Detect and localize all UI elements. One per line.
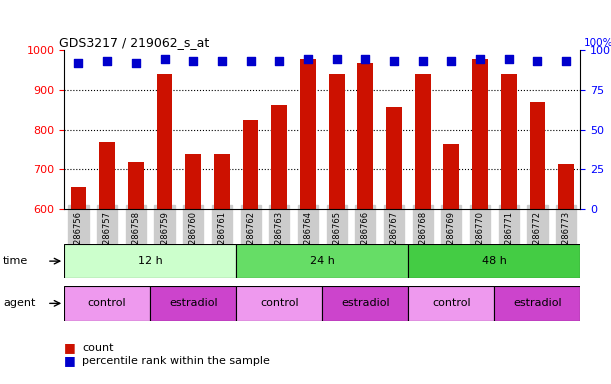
Bar — [357, 63, 373, 209]
Bar — [444, 144, 459, 209]
FancyBboxPatch shape — [494, 286, 580, 321]
Point — [562, 58, 571, 64]
Text: count: count — [82, 343, 114, 353]
FancyBboxPatch shape — [323, 286, 408, 321]
Point — [303, 56, 313, 63]
FancyBboxPatch shape — [64, 244, 236, 278]
Bar — [185, 154, 201, 209]
Point — [159, 56, 169, 63]
Point — [389, 58, 399, 64]
Point — [246, 58, 255, 64]
FancyBboxPatch shape — [150, 286, 236, 321]
Point — [274, 58, 284, 64]
Point — [73, 60, 83, 66]
Text: percentile rank within the sample: percentile rank within the sample — [82, 356, 270, 366]
Point — [188, 58, 198, 64]
Point — [217, 58, 227, 64]
Text: estradiol: estradiol — [513, 298, 562, 308]
Bar — [415, 74, 431, 209]
Bar — [214, 154, 230, 209]
Point — [131, 60, 141, 66]
Bar — [530, 102, 545, 209]
Bar — [386, 107, 402, 209]
Bar — [329, 74, 345, 209]
FancyBboxPatch shape — [236, 286, 323, 321]
FancyBboxPatch shape — [236, 244, 408, 278]
Bar — [243, 120, 258, 209]
Bar — [300, 59, 316, 209]
FancyBboxPatch shape — [408, 286, 494, 321]
Bar — [271, 105, 287, 209]
FancyBboxPatch shape — [64, 286, 150, 321]
FancyBboxPatch shape — [408, 244, 580, 278]
Point — [447, 58, 456, 64]
Text: GDS3217 / 219062_s_at: GDS3217 / 219062_s_at — [59, 36, 209, 49]
Text: estradiol: estradiol — [341, 298, 390, 308]
Point — [332, 56, 342, 63]
Point — [102, 58, 112, 64]
Text: 24 h: 24 h — [310, 256, 335, 266]
Text: ■: ■ — [64, 341, 76, 354]
Bar — [558, 164, 574, 209]
Point — [360, 56, 370, 63]
Text: time: time — [3, 256, 28, 266]
Text: control: control — [432, 298, 470, 308]
Text: 100%: 100% — [584, 38, 611, 48]
Text: 12 h: 12 h — [138, 256, 163, 266]
Bar — [156, 74, 172, 209]
Point — [418, 58, 428, 64]
Bar — [71, 187, 86, 209]
Text: 48 h: 48 h — [482, 256, 507, 266]
Text: agent: agent — [3, 298, 35, 308]
Bar — [100, 142, 115, 209]
Bar — [128, 162, 144, 209]
Text: control: control — [88, 298, 126, 308]
Text: ■: ■ — [64, 354, 76, 367]
Point — [504, 56, 514, 63]
Text: control: control — [260, 298, 299, 308]
Point — [533, 58, 543, 64]
Text: estradiol: estradiol — [169, 298, 218, 308]
Bar — [472, 59, 488, 209]
Point — [475, 56, 485, 63]
Bar — [501, 74, 517, 209]
